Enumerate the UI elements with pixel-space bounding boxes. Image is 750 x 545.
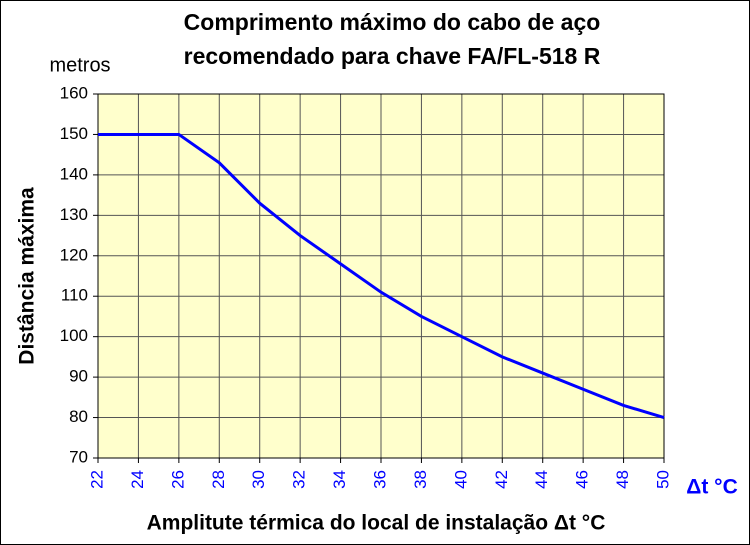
y-axis-label: Distância máxima <box>16 187 39 365</box>
x-tick-label: 22 <box>87 470 106 489</box>
y-tick-label: 130 <box>60 205 88 224</box>
x-tick-label: 48 <box>613 470 632 489</box>
x-tick-label: 42 <box>492 470 511 489</box>
y-tick-label: 90 <box>69 367 88 386</box>
x-tick-label: 30 <box>249 470 268 489</box>
x-tick-label: 36 <box>370 470 389 489</box>
y-tick-label: 120 <box>60 245 88 264</box>
x-tick-label: 40 <box>451 470 470 489</box>
x-tick-label: 24 <box>128 470 147 489</box>
y-tick-label: 150 <box>60 124 88 143</box>
y-tick-label: 80 <box>69 407 88 426</box>
data-line <box>98 132 665 419</box>
plot-border <box>97 93 665 459</box>
x-tick-label: 38 <box>411 470 430 489</box>
x-tick-label: 50 <box>653 470 672 489</box>
x-tick-label: 46 <box>573 470 592 489</box>
x-tick-label: 34 <box>330 470 349 489</box>
x-axis-label: Amplitute térmica do local de instalação… <box>147 512 606 535</box>
x-tick-label: 32 <box>290 470 309 489</box>
y-tick-label: 160 <box>60 83 88 102</box>
y-tick-label: 110 <box>61 286 88 305</box>
x-unit-label: Δt °C <box>686 476 738 499</box>
y-tick-label: 100 <box>60 326 88 345</box>
unit-label: metros <box>49 54 110 76</box>
x-tick-label: 26 <box>168 470 187 489</box>
x-tick-label: 28 <box>209 470 228 489</box>
chart-title: Comprimento máximo do cabo de aço <box>184 9 601 35</box>
y-tick-label: 70 <box>69 447 88 466</box>
x-tick-label: 44 <box>532 470 551 489</box>
y-tick-label: 140 <box>60 164 88 183</box>
chart-title: recomendado para chave FA/FL-518 R <box>184 43 601 69</box>
